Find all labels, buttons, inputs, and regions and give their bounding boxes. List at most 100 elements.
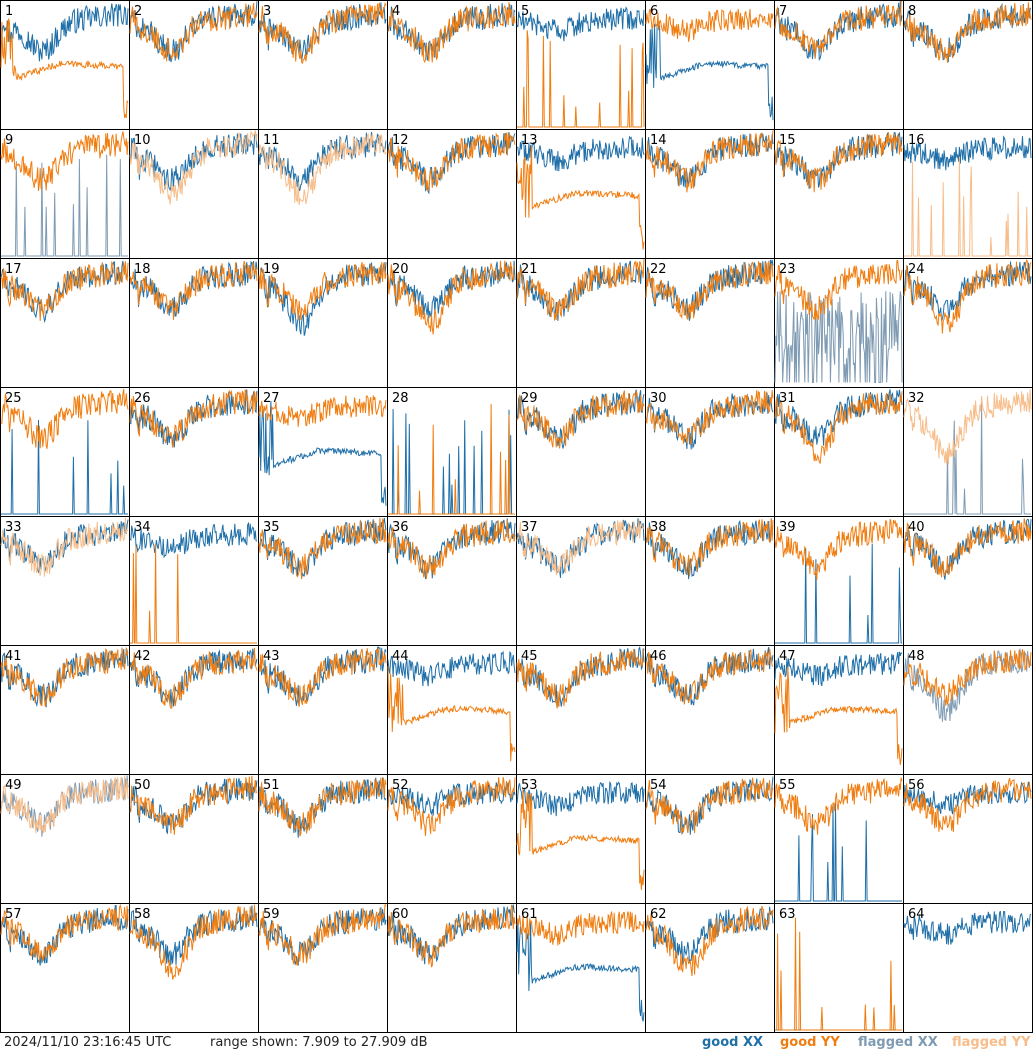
series-yy-62	[645, 905, 774, 977]
range-label: range shown: 7.909 to 27.909 dB	[210, 1035, 428, 1050]
panel-22: 22	[645, 258, 775, 388]
series-yy-10	[129, 130, 258, 205]
series-xx-19	[258, 262, 387, 336]
panel-label: 36	[392, 520, 409, 535]
series-yy-23	[774, 259, 903, 321]
series-xx-42	[129, 648, 258, 708]
panel-label: 10	[134, 133, 151, 148]
panel-14: 14	[645, 129, 775, 259]
panel-64: 64	[903, 903, 1033, 1033]
panel-label: 33	[5, 520, 22, 535]
panel-2: 2	[129, 0, 259, 130]
panel-7: 7	[774, 0, 904, 130]
series-yy-21	[516, 258, 645, 321]
series-yy-36	[387, 519, 516, 579]
panel-17: 17	[0, 258, 130, 388]
panel-label: 16	[908, 133, 925, 148]
series-yy-58	[129, 904, 258, 980]
panel-label: 46	[650, 649, 667, 664]
panel-13: 13	[516, 129, 646, 259]
panel-53: 53	[516, 774, 646, 904]
panel-56: 56	[903, 774, 1033, 904]
series-yy-2	[129, 2, 258, 62]
series-yy-12	[387, 132, 516, 192]
panel-label: 58	[134, 907, 151, 922]
series-xx-34	[129, 521, 258, 559]
panel-28: 28	[387, 387, 517, 517]
panel-label: 2	[134, 4, 142, 19]
series-yy-29	[516, 390, 645, 449]
series-yy-60	[387, 904, 516, 968]
series-yy-9	[0, 131, 129, 192]
timestamp: 2024/11/10 23:16:45 UTC	[4, 1035, 172, 1050]
panel-60: 60	[387, 903, 517, 1033]
panel-42: 42	[129, 645, 259, 775]
panel-label: 42	[134, 649, 151, 664]
panel-29: 29	[516, 387, 646, 517]
panel-label: 52	[392, 778, 409, 793]
panel-48: 48	[903, 645, 1033, 775]
panel-31: 31	[774, 387, 904, 517]
series-xx-2	[129, 1, 258, 63]
series-yy-6	[645, 8, 774, 42]
panel-54: 54	[645, 774, 775, 904]
panel-frame	[774, 903, 904, 1033]
panel-20: 20	[387, 258, 517, 388]
series-yy-26	[129, 389, 258, 448]
panel-label: 53	[521, 778, 538, 793]
legend-flagged-yy: flagged YY	[952, 1035, 1031, 1050]
series-yy-30	[645, 390, 774, 445]
series-yy-14	[645, 130, 774, 193]
series-xx-44	[387, 650, 516, 687]
panel-label: 62	[650, 907, 667, 922]
panel-label: 63	[779, 907, 796, 922]
panel-label: 20	[392, 262, 409, 277]
panel-43: 43	[258, 645, 388, 775]
series-yy-38	[645, 518, 774, 577]
panel-frame	[903, 903, 1033, 1033]
series-xx-28	[388, 408, 515, 515]
legend-flagged-yy-pol: YY	[1011, 1035, 1031, 1050]
panel-label: 12	[392, 133, 409, 148]
legend-flagged-xx: flagged XX	[858, 1035, 938, 1050]
panel-label: 31	[779, 391, 796, 406]
panel-9: 9	[0, 129, 130, 259]
panel-label: 1	[5, 4, 13, 19]
series-yy-11	[258, 132, 387, 206]
series-yy-57	[0, 903, 129, 962]
panel-23: 23	[774, 258, 904, 388]
panel-8: 8	[903, 0, 1033, 130]
panel-24: 24	[903, 258, 1033, 388]
series-xx-47	[774, 651, 903, 687]
panel-label: 4	[392, 4, 400, 19]
series-yy-53	[516, 788, 645, 890]
panel-label: 54	[650, 778, 667, 793]
series-xx-43	[258, 646, 387, 707]
panel-36: 36	[387, 516, 517, 646]
series-xx-13	[516, 135, 645, 172]
legend-good-yy-pol: YY	[821, 1035, 840, 1050]
panel-39: 39	[774, 516, 904, 646]
panel-59: 59	[258, 903, 388, 1033]
panel-label: 45	[521, 649, 538, 664]
panel-label: 15	[779, 133, 796, 148]
series-xx-40	[903, 518, 1032, 580]
series-yy-52	[387, 777, 516, 837]
panel-label: 13	[521, 133, 538, 148]
series-yy-42	[129, 647, 258, 709]
series-xx-50	[129, 778, 258, 835]
panel-label: 27	[263, 391, 280, 406]
series-yy-50	[129, 775, 258, 835]
series-yy-37	[516, 519, 645, 576]
series-yy-43	[258, 647, 387, 707]
series-yy-54	[645, 777, 774, 835]
panel-label: 61	[521, 907, 538, 922]
series-yy-33	[0, 517, 129, 577]
series-xx-23	[774, 291, 903, 383]
panel-3: 3	[258, 0, 388, 130]
panel-label: 59	[263, 907, 280, 922]
series-yy-59	[258, 903, 387, 966]
series-yy-40	[903, 518, 1032, 578]
series-xx-22	[645, 259, 774, 321]
